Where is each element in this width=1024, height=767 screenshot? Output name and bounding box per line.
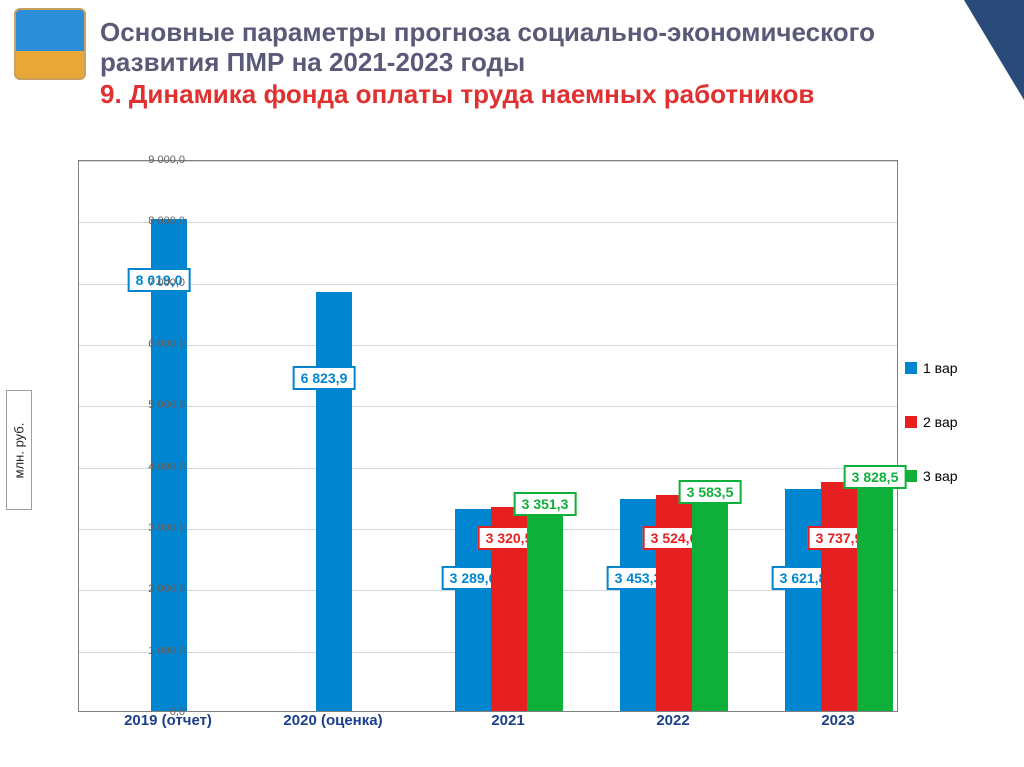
chart: млн. руб. 8 019,06 823,93 289,63 320,53 … [0,150,1010,760]
y-tick-label: 5 000,0 [148,399,185,411]
y-tick-label: 1 000,0 [148,645,185,657]
legend-swatch [905,362,917,374]
legend-label: 3 вар [923,468,958,484]
page-title-line2: развития ПМР на 2021-2023 годы [100,48,1004,78]
bar [527,505,563,711]
legend-item: 1 вар [905,360,958,376]
page-title-line1: Основные параметры прогноза социально-эк… [100,18,1004,48]
grid-line [79,222,897,223]
y-tick-label: 8 000,0 [148,215,185,227]
grid-line [79,406,897,407]
legend-item: 3 вар [905,468,958,484]
y-tick-label: 2 000,0 [148,583,185,595]
legend-label: 1 вар [923,360,958,376]
data-label: 6 823,9 [293,366,356,390]
bar [316,292,352,711]
legend: 1 вар 2 вар 3 вар [905,360,958,522]
legend-item: 2 вар [905,414,958,430]
x-tick-label: 2019 (отчет) [124,712,212,729]
data-label: 3 351,3 [514,492,577,516]
y-tick-label: 7 000,0 [148,277,185,289]
data-label: 3 583,5 [679,480,742,504]
y-axis-label-box: млн. руб. [6,390,32,510]
y-tick-label: 4 000,0 [148,461,185,473]
plot-area: 8 019,06 823,93 289,63 320,53 351,33 453… [78,160,898,712]
bar [692,491,728,711]
bar [785,489,821,711]
x-tick-label: 2021 [491,712,524,729]
x-tick-label: 2023 [821,712,854,729]
data-label: 3 828,5 [844,465,907,489]
x-tick-label: 2022 [656,712,689,729]
page-subtitle: 9. Динамика фонда оплаты труда наемных р… [100,80,1004,110]
grid-line [79,284,897,285]
grid-line [79,345,897,346]
legend-swatch [905,416,917,428]
y-tick-label: 9 000,0 [148,154,185,166]
bar [857,476,893,711]
grid-line [79,161,897,162]
header: Основные параметры прогноза социально-эк… [0,0,1024,118]
y-axis-label: млн. руб. [12,422,27,478]
legend-swatch [905,470,917,482]
bar [821,482,857,711]
y-tick-label: 6 000,0 [148,338,185,350]
crest-icon [14,8,86,80]
legend-label: 2 вар [923,414,958,430]
y-tick-label: 3 000,0 [148,522,185,534]
grid-line [79,468,897,469]
x-tick-label: 2020 (оценка) [283,712,382,729]
